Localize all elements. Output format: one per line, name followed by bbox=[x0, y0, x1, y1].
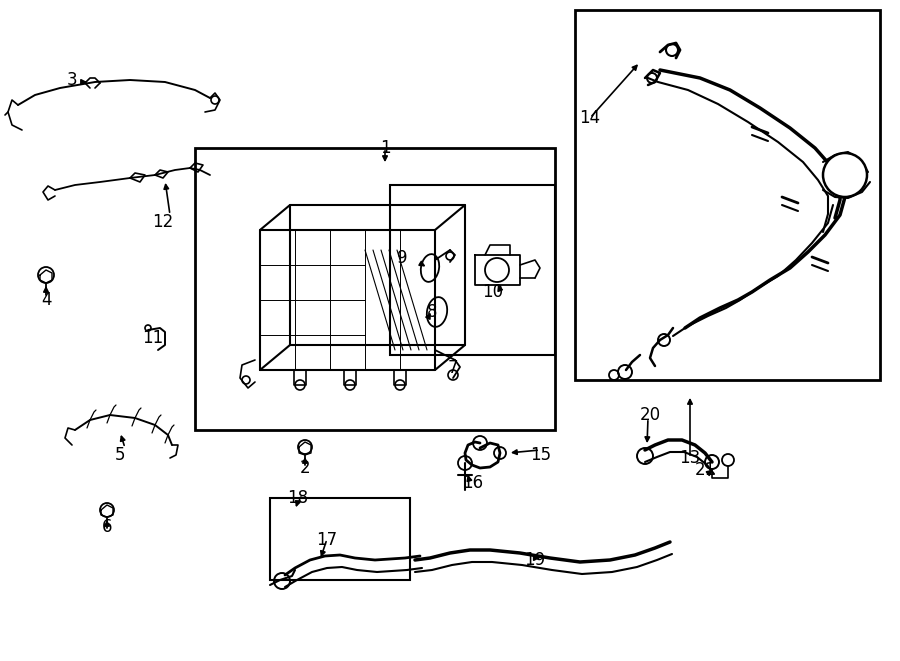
Text: 6: 6 bbox=[102, 518, 112, 536]
Text: 20: 20 bbox=[639, 406, 661, 424]
Text: 14: 14 bbox=[580, 109, 600, 127]
Text: 15: 15 bbox=[530, 446, 552, 464]
Text: 13: 13 bbox=[680, 449, 700, 467]
Text: 2: 2 bbox=[300, 459, 310, 477]
Bar bbox=[195, 148, 555, 430]
Text: 4: 4 bbox=[41, 291, 52, 309]
Text: 12: 12 bbox=[152, 213, 174, 231]
Circle shape bbox=[823, 153, 867, 197]
Text: 8: 8 bbox=[427, 303, 437, 321]
Text: 21: 21 bbox=[695, 461, 716, 479]
Bar bbox=[390, 185, 555, 355]
Text: 11: 11 bbox=[142, 329, 164, 347]
Text: 10: 10 bbox=[482, 283, 504, 301]
Bar bbox=[575, 10, 880, 380]
Text: 19: 19 bbox=[525, 551, 545, 569]
Text: 16: 16 bbox=[463, 474, 483, 492]
Text: 9: 9 bbox=[397, 249, 407, 267]
Bar bbox=[270, 498, 410, 580]
Text: 18: 18 bbox=[287, 489, 309, 507]
Text: 3: 3 bbox=[67, 71, 77, 89]
Text: 1: 1 bbox=[380, 139, 391, 157]
Text: 17: 17 bbox=[317, 531, 338, 549]
Text: 5: 5 bbox=[115, 446, 125, 464]
Text: 7: 7 bbox=[448, 359, 458, 377]
